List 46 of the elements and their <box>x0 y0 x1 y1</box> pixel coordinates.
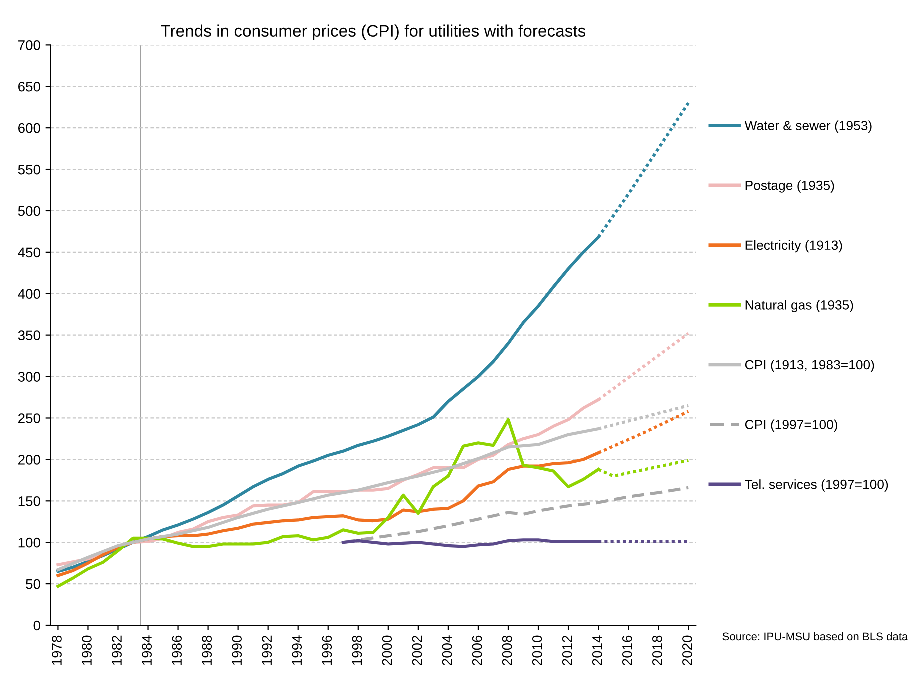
x-tick-label: 1996 <box>322 636 332 666</box>
y-tick-label: 700 <box>18 40 40 50</box>
x-tick-label: 2020 <box>682 636 692 666</box>
legend-label: Natural gas (1935) <box>746 300 854 312</box>
y-tick-label: 150 <box>18 496 40 506</box>
x-tick-label: 1994 <box>292 636 302 666</box>
y-tick-label: 450 <box>18 248 40 258</box>
x-tick-label: 2000 <box>382 636 392 666</box>
x-tick-label: 1982 <box>112 636 122 666</box>
x-tick-label: 2018 <box>652 636 662 666</box>
legend-label: CPI (1913, 1983=100) <box>745 360 874 372</box>
x-tick-label: 2010 <box>532 636 542 666</box>
legend-label: Water & sewer (1953) <box>744 120 872 134</box>
x-tick-label: 1988 <box>202 636 212 666</box>
y-tick-label: 250 <box>18 414 40 424</box>
x-tick-label: 2002 <box>412 636 422 666</box>
x-tick-label: 2016 <box>622 636 632 666</box>
y-tick-label: 500 <box>18 206 40 216</box>
x-tick-label: 1990 <box>232 636 242 666</box>
legend-label: Electricity (1913) <box>746 240 842 253</box>
x-tick-label: 1992 <box>262 636 272 666</box>
x-tick-label: 1978 <box>52 636 62 666</box>
x-tick-label: 1980 <box>82 636 92 666</box>
x-tick-label: 2006 <box>472 636 482 666</box>
y-tick-label: 650 <box>18 82 40 92</box>
legend-label: Tel. services (1997=100) <box>745 480 888 492</box>
y-tick-label: 550 <box>18 164 40 175</box>
y-tick-label: 50 <box>26 579 40 590</box>
y-tick-label: 200 <box>18 455 40 465</box>
source-note: Source: IPU-MSU based on BLS data <box>722 632 908 641</box>
x-tick-label: 2008 <box>502 636 512 666</box>
y-tick-label: 0 <box>34 620 40 631</box>
legend-label: Postage (1935) <box>746 180 834 193</box>
chart-title: Trends in consumer prices (CPI) for utilities with forecasts <box>161 24 586 40</box>
x-tick-label: 2012 <box>562 636 572 666</box>
x-tick-label: 2014 <box>592 636 602 666</box>
x-tick-label: 1984 <box>142 636 152 666</box>
y-tick-label: 600 <box>18 123 40 134</box>
y-tick-label: 300 <box>18 372 40 382</box>
x-tick-label: 1998 <box>352 636 362 666</box>
y-tick-label: 400 <box>18 289 40 300</box>
legend-label: CPI (1997=100) <box>745 420 838 432</box>
x-tick-label: 1986 <box>172 636 182 666</box>
y-tick-label: 100 <box>18 538 40 548</box>
y-tick-label: 350 <box>18 330 40 341</box>
x-tick-label: 2004 <box>442 636 452 666</box>
